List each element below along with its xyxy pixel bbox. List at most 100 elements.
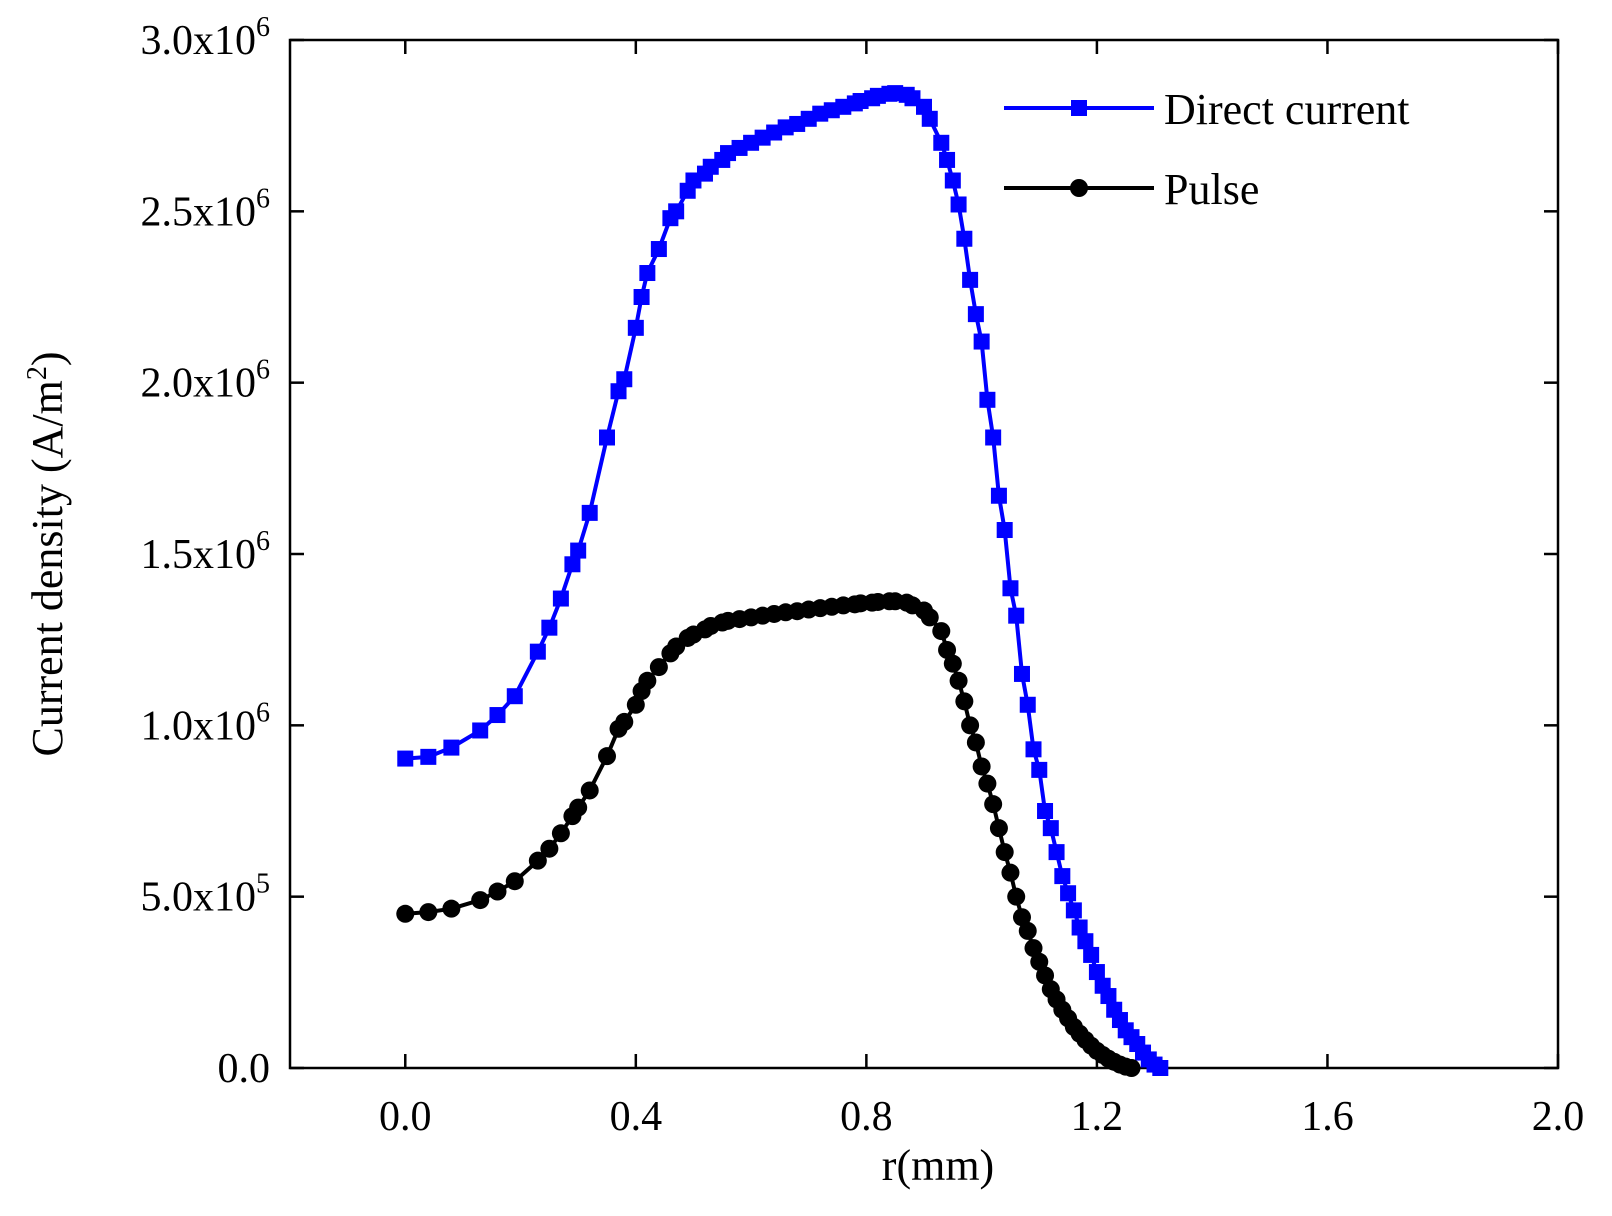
point-pulse-10 bbox=[569, 798, 588, 817]
y-axis-ticks: 0.0 5.0x105 1.0x106 1.5x106 2.0x106 2.5x106 3.… bbox=[141, 12, 1558, 1092]
point-direct-current-58 bbox=[996, 522, 1013, 539]
point-direct-current-6 bbox=[529, 643, 546, 660]
point-pulse-49 bbox=[943, 654, 962, 673]
point-direct-current-70 bbox=[1065, 902, 1082, 919]
point-pulse-61 bbox=[1012, 908, 1031, 927]
point-direct-current-8 bbox=[552, 590, 569, 607]
point-direct-current-62 bbox=[1019, 696, 1036, 713]
legend-label-direct-current: Direct current bbox=[1164, 85, 1410, 134]
point-pulse-0 bbox=[396, 904, 415, 923]
legend-marker-pulse bbox=[1070, 179, 1088, 197]
point-direct-current-56 bbox=[985, 429, 1002, 446]
point-direct-current-64 bbox=[1031, 761, 1048, 778]
point-pulse-17 bbox=[638, 671, 657, 690]
y-tick-label-3: 1.5x106 bbox=[141, 526, 271, 578]
point-pulse-60 bbox=[1007, 887, 1026, 906]
point-pulse-53 bbox=[966, 733, 985, 752]
point-direct-current-85 bbox=[1152, 1060, 1169, 1076]
x-axis-ticks: 0.0 0.4 0.8 1.2 1.6 2.0 bbox=[379, 40, 1584, 1140]
point-pulse-59 bbox=[1001, 863, 1020, 882]
point-direct-current-17 bbox=[639, 265, 656, 282]
point-pulse-56 bbox=[984, 795, 1003, 814]
y-tick-label-1: 5.0x105 bbox=[141, 869, 271, 921]
point-pulse-4 bbox=[488, 882, 507, 901]
legend-label-pulse: Pulse bbox=[1164, 165, 1259, 214]
point-direct-current-53 bbox=[967, 306, 984, 323]
y-tick-label-5: 2.5x106 bbox=[141, 183, 271, 235]
point-pulse-7 bbox=[540, 839, 559, 858]
legend-item-pulse: Pulse bbox=[1004, 165, 1259, 214]
x-tick-label-2: 0.8 bbox=[840, 1094, 893, 1140]
point-direct-current-72 bbox=[1077, 933, 1094, 950]
y-tick-label-0: 0.0 bbox=[218, 1046, 271, 1092]
point-pulse-18 bbox=[649, 658, 668, 677]
point-direct-current-5 bbox=[506, 688, 523, 705]
x-axis-label: r(mm) bbox=[882, 1141, 994, 1190]
point-pulse-6 bbox=[528, 851, 547, 870]
point-direct-current-51 bbox=[956, 230, 973, 247]
point-pulse-47 bbox=[932, 622, 951, 641]
point-direct-current-47 bbox=[933, 134, 950, 151]
legend-marker-direct-current bbox=[1071, 100, 1087, 116]
point-direct-current-50 bbox=[950, 196, 967, 213]
point-direct-current-60 bbox=[1008, 607, 1025, 624]
point-pulse-64 bbox=[1030, 952, 1049, 971]
point-pulse-65 bbox=[1036, 966, 1055, 985]
point-pulse-58 bbox=[995, 843, 1014, 862]
point-pulse-3 bbox=[471, 891, 490, 910]
point-direct-current-14 bbox=[616, 371, 633, 388]
x-tick-label-3: 1.2 bbox=[1071, 1094, 1124, 1140]
point-pulse-80 bbox=[1122, 1059, 1141, 1077]
point-direct-current-18 bbox=[650, 241, 667, 258]
point-direct-current-16 bbox=[633, 289, 650, 305]
series-direct-current bbox=[397, 85, 1169, 1076]
point-direct-current-4 bbox=[489, 707, 506, 724]
point-direct-current-52 bbox=[962, 271, 979, 288]
point-direct-current-49 bbox=[944, 172, 961, 189]
legend: Direct current Pulse bbox=[1004, 85, 1410, 214]
point-pulse-62 bbox=[1018, 921, 1037, 940]
point-direct-current-11 bbox=[581, 504, 598, 521]
point-direct-current-0 bbox=[397, 750, 414, 767]
y-axis-label: Current density (A/m2) bbox=[22, 351, 72, 756]
point-direct-current-73 bbox=[1083, 946, 1100, 963]
point-direct-current-76 bbox=[1100, 988, 1117, 1005]
point-pulse-55 bbox=[978, 774, 997, 793]
x-tick-label-1: 0.4 bbox=[610, 1094, 663, 1140]
y-tick-label-2: 1.0x106 bbox=[141, 697, 271, 749]
legend-item-direct-current: Direct current bbox=[1004, 85, 1410, 134]
point-pulse-54 bbox=[972, 757, 991, 776]
point-direct-current-74 bbox=[1088, 964, 1105, 981]
point-direct-current-20 bbox=[668, 203, 685, 220]
y-tick-label-6: 3.0x106 bbox=[141, 12, 271, 64]
point-pulse-46 bbox=[920, 608, 939, 627]
point-pulse-12 bbox=[598, 747, 616, 766]
point-pulse-15 bbox=[626, 695, 645, 714]
point-direct-current-61 bbox=[1013, 665, 1030, 682]
point-direct-current-63 bbox=[1025, 741, 1042, 758]
point-direct-current-69 bbox=[1060, 885, 1077, 902]
point-direct-current-54 bbox=[973, 333, 990, 350]
point-pulse-2 bbox=[442, 899, 461, 918]
point-pulse-5 bbox=[505, 872, 524, 891]
point-pulse-50 bbox=[949, 671, 968, 690]
point-direct-current-65 bbox=[1037, 803, 1054, 819]
point-pulse-8 bbox=[551, 824, 570, 843]
x-tick-label-4: 1.6 bbox=[1301, 1094, 1354, 1140]
point-direct-current-66 bbox=[1042, 820, 1059, 837]
point-pulse-51 bbox=[955, 692, 974, 711]
point-pulse-52 bbox=[961, 716, 980, 735]
point-pulse-11 bbox=[580, 781, 599, 800]
point-pulse-57 bbox=[989, 819, 1008, 838]
point-pulse-14 bbox=[615, 712, 634, 731]
point-direct-current-12 bbox=[599, 429, 615, 446]
point-pulse-1 bbox=[419, 903, 438, 922]
point-direct-current-67 bbox=[1048, 844, 1065, 861]
point-direct-current-7 bbox=[541, 619, 558, 636]
point-direct-current-10 bbox=[570, 542, 587, 559]
series-pulse bbox=[396, 592, 1141, 1077]
point-direct-current-1 bbox=[420, 748, 437, 765]
y-tick-label-4: 2.0x106 bbox=[141, 355, 271, 407]
point-direct-current-15 bbox=[627, 319, 644, 336]
